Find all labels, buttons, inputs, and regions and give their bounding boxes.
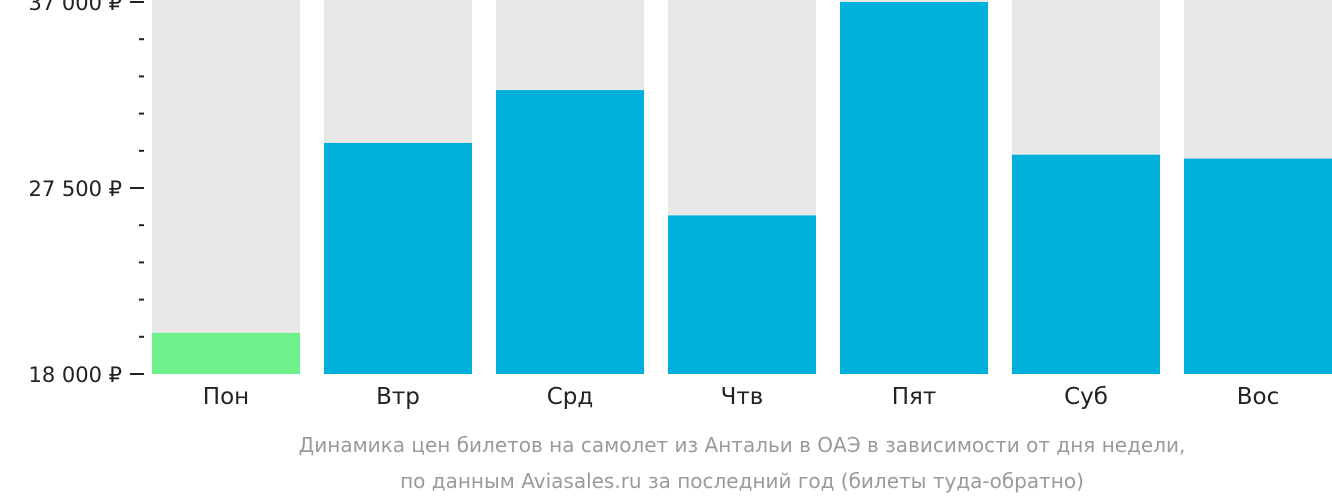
- bar-Пон: [152, 332, 300, 374]
- x-axis-labels: Пон Втр Срд Чтв Пят Суб Вос: [203, 384, 1279, 410]
- x-tick-label: Суб: [1064, 384, 1108, 410]
- chart-caption: Динамика цен билетов на самолет из Антал…: [299, 433, 1186, 493]
- x-tick-label: Вос: [1237, 384, 1280, 410]
- x-tick-label: Втр: [376, 384, 420, 410]
- bars: [152, 0, 1332, 375]
- x-tick-label: Пон: [203, 384, 249, 410]
- bar-Вос: [1184, 158, 1332, 374]
- y-axis: 37 000 ₽ 27 500 ₽ 18 000 ₽: [28, 0, 144, 387]
- bar-Чтв: [668, 215, 816, 374]
- bar-background: [152, 0, 300, 374]
- bar-Втр: [324, 142, 472, 374]
- bar-Суб: [1012, 154, 1160, 374]
- caption-line-1: Динамика цен билетов на самолет из Антал…: [299, 433, 1186, 457]
- bar-Срд: [496, 90, 644, 375]
- bar-Пят: [840, 2, 988, 374]
- x-tick-label: Чтв: [721, 384, 764, 410]
- x-tick-label: Пят: [892, 384, 937, 410]
- y-tick-label: 18 000 ₽: [28, 363, 122, 387]
- y-tick-label: 27 500 ₽: [28, 177, 122, 201]
- caption-line-2: по данным Aviasales.ru за последний год …: [400, 469, 1084, 493]
- x-tick-label: Срд: [547, 384, 594, 410]
- y-tick-label: 37 000 ₽: [28, 0, 122, 15]
